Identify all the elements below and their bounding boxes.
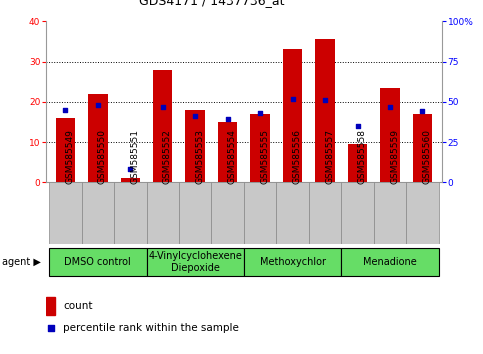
Bar [49,182,82,244]
Bar [146,182,179,244]
Point [321,97,329,103]
Text: GSM585555: GSM585555 [260,129,269,184]
Bar [82,182,114,244]
Point [61,107,69,113]
Text: DMSO control: DMSO control [64,257,131,267]
Bar [283,50,302,182]
Text: GSM585551: GSM585551 [130,129,139,184]
Text: GSM585553: GSM585553 [195,129,204,184]
Point [243,210,251,215]
Bar [374,182,406,244]
Text: GSM585554: GSM585554 [227,129,237,184]
Bar [153,70,172,182]
Text: GSM585552: GSM585552 [163,129,172,184]
Point [224,117,231,122]
Text: GSM585558: GSM585558 [357,129,367,184]
Bar [348,144,367,182]
Bar [185,110,205,182]
Bar [146,248,244,276]
Point [94,102,102,108]
Bar [121,178,140,182]
Point [191,113,199,119]
Bar [49,248,146,276]
Bar [114,182,146,244]
Point [386,104,394,109]
Text: GSM585560: GSM585560 [423,129,431,184]
Text: 4-Vinylcyclohexene
Diepoxide: 4-Vinylcyclohexene Diepoxide [148,251,242,273]
Point [159,104,167,109]
Bar [309,182,341,244]
Bar [56,118,75,182]
Bar [88,94,108,182]
Bar [341,182,374,244]
Bar [341,248,439,276]
Bar [250,114,270,182]
Point [419,109,426,114]
Bar [244,248,341,276]
Point [256,110,264,116]
Bar [179,182,212,244]
Text: agent ▶: agent ▶ [2,257,41,267]
Bar [276,182,309,244]
Bar [413,114,432,182]
Text: percentile rank within the sample: percentile rank within the sample [63,323,239,333]
Bar [212,182,244,244]
Text: GDS4171 / 1437736_at: GDS4171 / 1437736_at [140,0,285,7]
Bar [218,122,238,182]
Bar [244,182,276,244]
Text: Menadione: Menadione [363,257,417,267]
Bar [315,39,335,182]
Text: GSM585557: GSM585557 [325,129,334,184]
Text: GSM585556: GSM585556 [293,129,301,184]
Text: Methoxychlor: Methoxychlor [259,257,326,267]
Point [289,96,297,101]
Text: GSM585550: GSM585550 [98,129,107,184]
Text: GSM585549: GSM585549 [65,129,74,184]
Text: GSM585559: GSM585559 [390,129,399,184]
Bar [380,88,400,182]
Text: count: count [63,301,93,311]
Bar [46,297,56,314]
Point [354,123,361,129]
Bar [406,182,439,244]
Point [127,167,134,172]
